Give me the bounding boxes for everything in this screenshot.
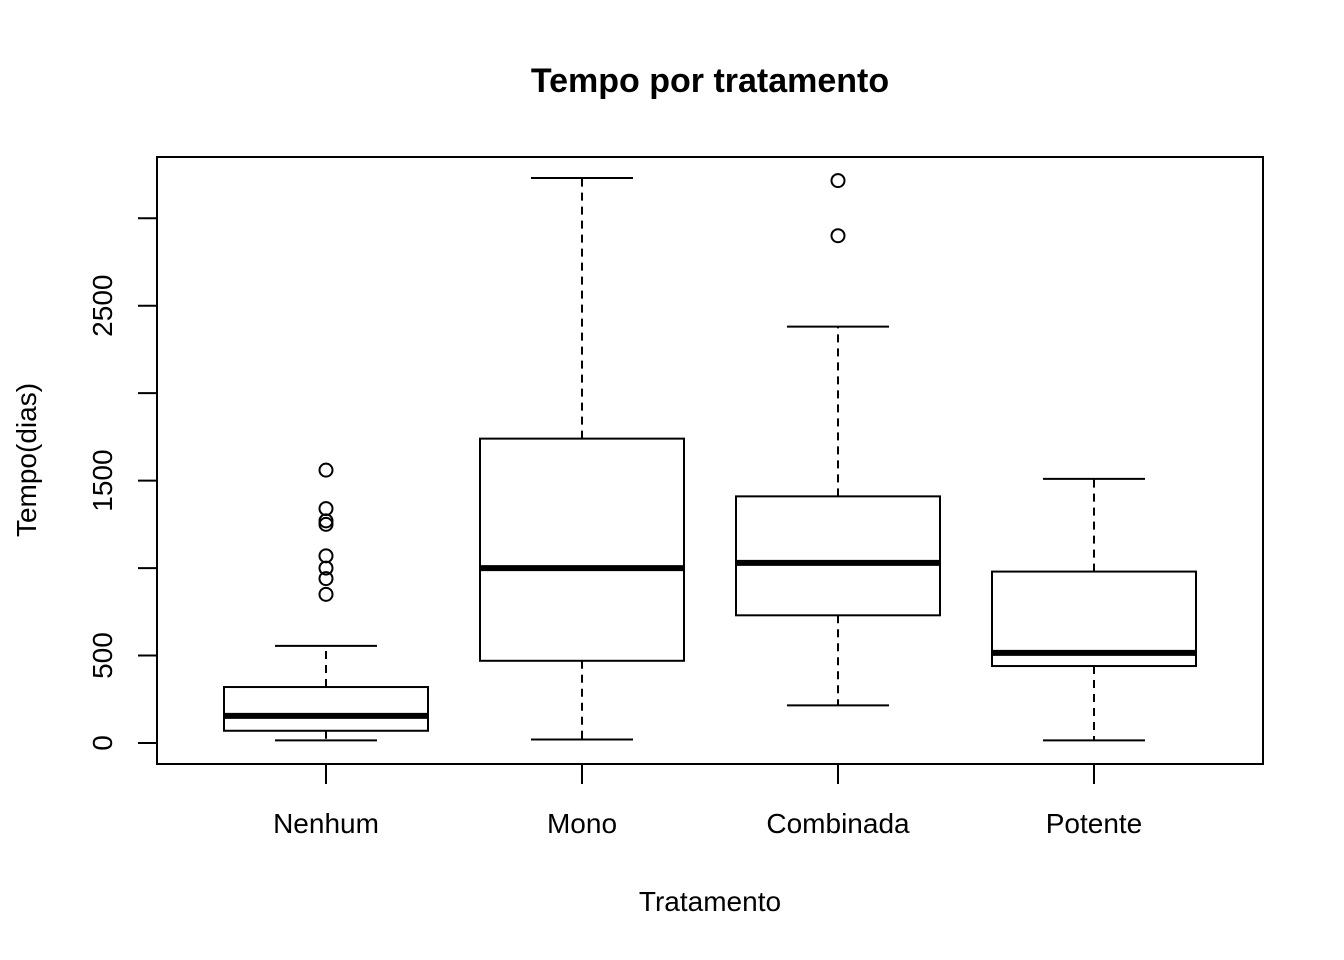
y-axis: 0 500 1500 2500 [87, 217, 157, 751]
outlier-point [318, 571, 334, 587]
box-nenhum [223, 462, 429, 742]
chart-title: Tempo por tratamento [531, 62, 889, 100]
box-iqr [735, 495, 941, 617]
box-potente [991, 477, 1197, 742]
x-tick-label: Nenhum [273, 808, 379, 839]
y-tick-label: 2500 [87, 275, 118, 337]
y-axis-label: Tempo(dias) [11, 383, 42, 537]
y-tick-label: 0 [87, 735, 118, 751]
x-axis: Nenhum Mono Combinada Potente [273, 764, 1142, 839]
plot-frame [156, 156, 1264, 765]
outlier-point [830, 228, 846, 244]
box-combinada [735, 173, 941, 707]
y-tick-label: 1500 [87, 449, 118, 511]
x-tick-label: Mono [547, 808, 617, 839]
outlier-point [830, 173, 846, 189]
x-tick-label: Combinada [766, 808, 910, 839]
x-tick-label: Potente [1046, 808, 1143, 839]
outlier-point [318, 548, 334, 564]
outlier-point [318, 462, 334, 478]
x-axis-label: Tratamento [639, 886, 781, 917]
box-iqr [223, 686, 429, 732]
outlier-point [318, 501, 334, 517]
boxes [223, 173, 1197, 742]
box-mono [479, 176, 685, 741]
y-tick-label: 500 [87, 632, 118, 679]
box-iqr [479, 437, 685, 662]
outlier-point [318, 586, 334, 602]
